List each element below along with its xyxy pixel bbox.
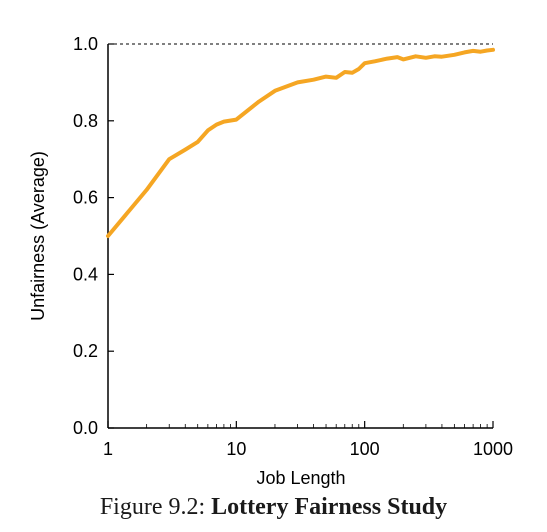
plot-area: 0.0 0.2 0.4 0.6 0.8 1.0 1 10 100 1000 [73,34,513,459]
y-tick-label: 0.4 [73,264,98,284]
figure-title: Lottery Fairness Study [211,494,448,520]
y-tick-label: 1.0 [73,34,98,54]
unfairness-series-line [106,47,495,238]
figure-caption: Figure 9.2: Lottery Fairness Study [0,494,547,521]
y-tick-label: 0.8 [73,111,98,131]
x-tick-label: 100 [350,439,380,459]
lottery-fairness-chart: 0.00.20.40.60.81.01 10 100 1000 Job Length … [28,34,513,488]
y-axis-label: Unfairness (Average) [28,151,48,321]
x-tick-label: 10 [226,439,246,459]
x-tick-label: 1000 [473,439,513,459]
y-tick-label: 0.6 [73,188,98,208]
x-tick-label: 1 [103,439,113,459]
y-tick-label: 0.2 [73,341,98,361]
y-tick-label: 0.0 [73,418,98,438]
figure-number: Figure 9.2: [99,494,206,520]
x-axis-label: Job Length [256,468,345,488]
